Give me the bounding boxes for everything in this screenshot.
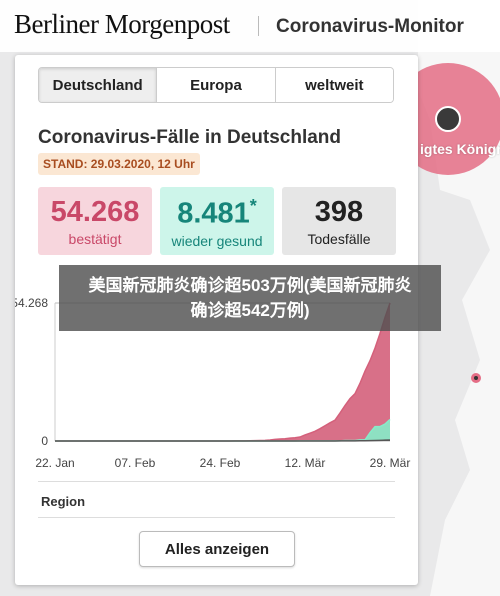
x-tick-label: 22. Jan (35, 456, 74, 470)
x-tick-label: 29. Mär (370, 456, 411, 470)
x-tick-label: 07. Feb (115, 456, 156, 470)
divider (38, 481, 395, 482)
x-tick-label: 24. Feb (200, 456, 241, 470)
stat-label: bestätigt (68, 231, 122, 247)
stat-value-wrap: 8.481* (160, 196, 274, 231)
stat-label: wieder gesund (171, 232, 263, 249)
y-tick-label: 54.268 (15, 296, 48, 310)
y-tick-label: 0 (41, 434, 48, 448)
site-title: Coronavirus-Monitor (276, 16, 464, 37)
tab[interactable]: Deutschland (39, 68, 157, 102)
stat-box: 398 Todesfälle (282, 187, 396, 255)
map-marker (435, 106, 461, 132)
divider (38, 517, 395, 518)
area-line (55, 439, 391, 442)
section-label: Region (41, 494, 86, 509)
tab[interactable]: weltweit (274, 68, 393, 102)
logo[interactable]: Berliner Morgenpost (14, 9, 230, 39)
caption-overlay: 美国新冠肺炎确诊超503万例(美国新冠肺炎确诊超542万例) (59, 265, 441, 331)
show-all-button[interactable]: Alles anzeigen (139, 531, 295, 567)
stat-label: Todesfälle (307, 231, 371, 247)
stat-value: 54.268 (50, 196, 140, 228)
stat-box: 54.268 bestätigt (38, 187, 152, 255)
tabs: Deutschland Europa weltweit (38, 67, 394, 103)
header: Berliner Morgenpost Coronavirus-Monitor (0, 0, 500, 52)
stand-badge: STAND: 29.03.2020, 12 Uhr (38, 153, 200, 175)
tab[interactable]: Europa (156, 68, 275, 102)
area (55, 303, 390, 441)
heading: Coronavirus-Fälle in Deutschland (38, 127, 341, 148)
map-marker (474, 376, 478, 380)
stat-value: 398 (314, 196, 364, 228)
map-label: igtes Königr (420, 141, 500, 157)
chart: 0 54.268 22. Jan 07. Feb 24. Feb 12. Mär 29. M… (15, 296, 411, 470)
stat-value: 8.481 (177, 197, 250, 230)
x-tick-label: 12. Mär (285, 456, 326, 470)
stat-box: 8.481* wieder gesund (160, 187, 274, 255)
separator (258, 16, 259, 36)
footnote-mark[interactable]: * (249, 196, 257, 216)
